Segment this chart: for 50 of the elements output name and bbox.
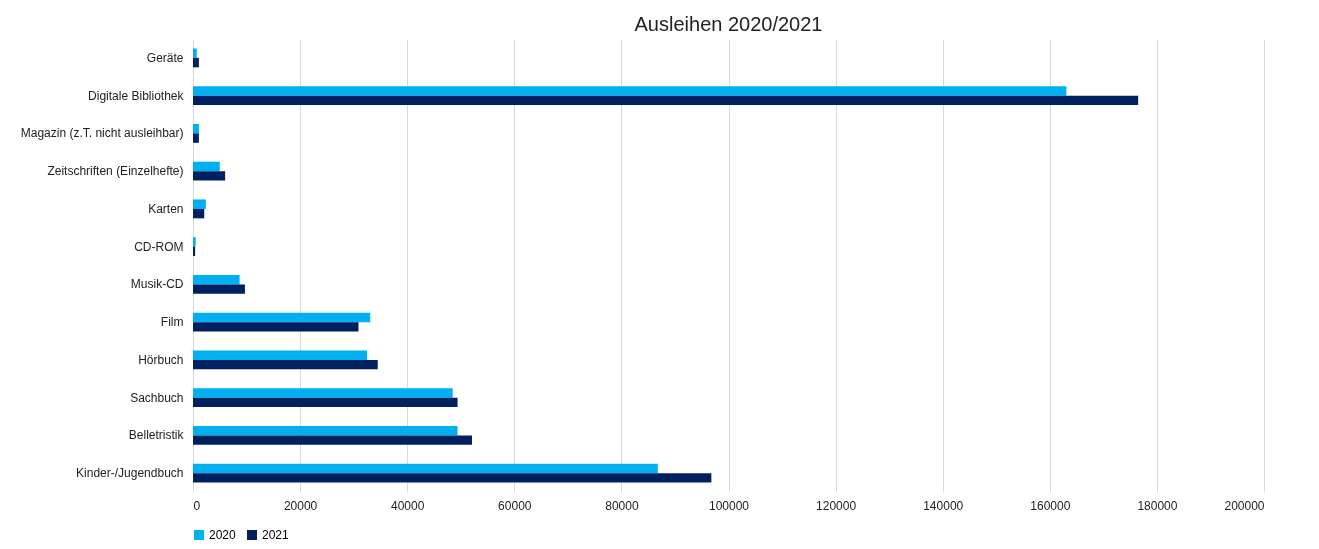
y-tick-label: Zeitschriften (Einzelhefte) <box>47 164 184 179</box>
bar <box>193 199 206 209</box>
x-tick-label: 40000 <box>391 498 425 513</box>
bar <box>193 246 196 257</box>
x-tick-label: 120000 <box>816 498 857 513</box>
x-tick-label: 140000 <box>923 498 964 513</box>
y-tick-label: Kinder-/Jugendbuch <box>76 466 184 481</box>
bar <box>193 57 199 68</box>
x-tick-label: 0 <box>193 498 201 513</box>
bar <box>193 473 712 483</box>
x-tick-label: 180000 <box>1137 498 1178 513</box>
bar <box>193 274 240 285</box>
bar <box>193 425 458 436</box>
y-tick-label: Sachbuch <box>130 390 184 405</box>
bar <box>193 171 226 181</box>
bar <box>193 237 196 247</box>
y-tick-label: CD-ROM <box>134 239 184 254</box>
bar <box>193 388 453 398</box>
y-tick-label: Hörbuch <box>138 352 184 367</box>
x-tick-label: 160000 <box>1030 498 1071 513</box>
bar <box>193 463 658 474</box>
bar <box>193 208 205 219</box>
bar <box>193 359 378 370</box>
x-tick-label: 200000 <box>1224 498 1265 513</box>
bar <box>193 161 220 172</box>
bar <box>193 123 199 134</box>
y-tick-label: Karten <box>148 201 184 216</box>
bar <box>193 48 197 58</box>
y-tick-label: Musik-CD <box>130 277 184 292</box>
bar <box>193 397 458 408</box>
y-tick-label: Film <box>160 315 184 330</box>
legend-label: 2021 <box>262 528 290 542</box>
legend-label: 2020 <box>209 528 237 542</box>
bar <box>193 435 472 445</box>
bar <box>193 284 245 294</box>
x-tick-label: 20000 <box>283 498 318 513</box>
x-tick-label: 60000 <box>498 498 532 513</box>
x-tick-label: 100000 <box>708 498 750 513</box>
x-tick-label: 80000 <box>605 498 639 513</box>
y-tick-label: Magazin (z.T. nicht ausleihbar) <box>20 126 184 141</box>
y-tick-label: Digitale Bibliothek <box>88 88 185 103</box>
bar <box>193 86 1067 96</box>
bar <box>193 350 368 360</box>
bar <box>193 95 1139 106</box>
y-tick-label: Belletristik <box>128 428 185 443</box>
bar <box>193 312 371 323</box>
bar <box>193 133 199 143</box>
bar <box>193 322 359 332</box>
chart-title: Ausleihen 2020/2021 <box>634 13 823 35</box>
y-tick-label: Geräte <box>146 50 184 65</box>
